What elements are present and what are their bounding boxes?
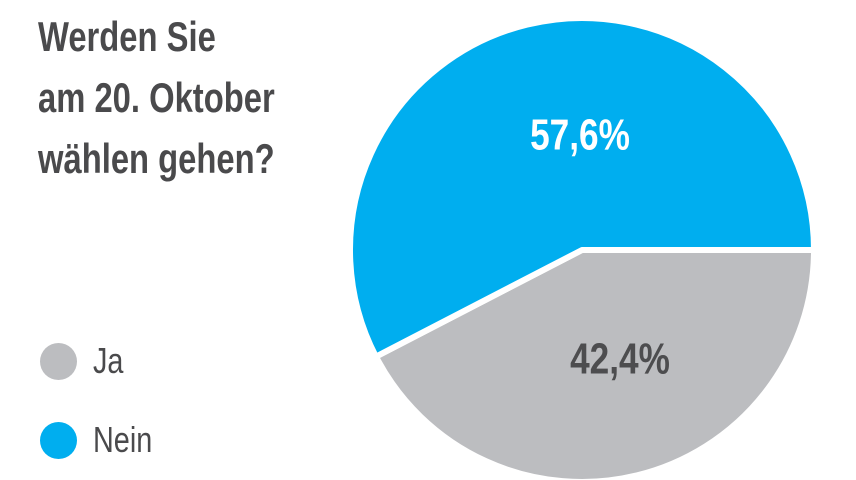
title-line: Werden Sie	[38, 13, 216, 60]
legend-item-ja: Ja	[40, 340, 131, 382]
data-label-ja: 42,4%	[570, 335, 670, 384]
pie-slice-ja	[372, 247, 817, 480]
pie-slice-nein	[347, 15, 817, 360]
title-line: wählen gehen?	[38, 135, 275, 182]
legend-swatch-nein	[40, 421, 77, 459]
data-label-nein: 57,6%	[530, 111, 630, 160]
legend-label-nein: Nein	[93, 419, 153, 460]
chart-title: Werden Sie am 20. Oktober wählen gehen?	[38, 6, 275, 189]
legend-swatch-ja	[40, 342, 77, 380]
title-line: am 20. Oktober	[38, 74, 275, 121]
legend-label-ja: Ja	[93, 340, 124, 381]
legend-item-nein: Nein	[40, 419, 167, 461]
